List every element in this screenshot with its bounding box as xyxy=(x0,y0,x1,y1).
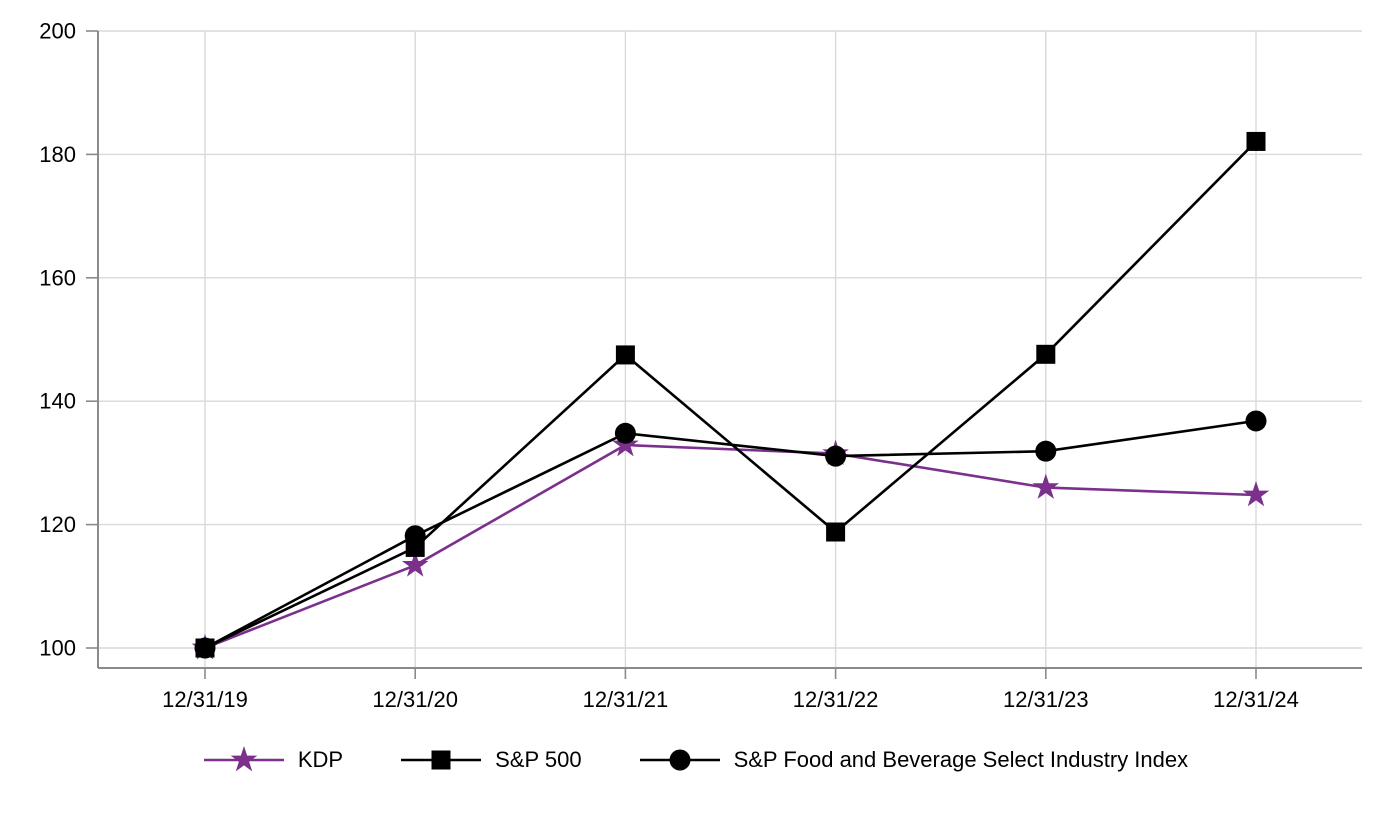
y-tick-label: 160 xyxy=(39,265,76,290)
marker-kdp-1 xyxy=(401,551,429,577)
legend-item-s-p-500: S&P 500 xyxy=(401,744,582,776)
legend: KDP S&P 500 S&P Food and Beverage Select I… xyxy=(0,744,1392,776)
legend-item-kdp: KDP xyxy=(203,744,344,776)
legend-square-icon xyxy=(401,750,482,770)
x-tick-label: 12/31/21 xyxy=(583,687,669,712)
legend-marker-s-p-food-and-beverage-select-industry-index xyxy=(669,749,691,771)
marker-s-p-food-and-beverage-select-industry-index-3 xyxy=(825,445,847,467)
x-tick-label: 12/31/22 xyxy=(793,687,879,712)
x-tick-label: 12/31/23 xyxy=(1003,687,1089,712)
marker-s-p-500-0 xyxy=(195,638,215,658)
legend-label: S&P 500 xyxy=(495,747,582,772)
x-tick-label: 12/31/24 xyxy=(1213,687,1299,712)
marker-s-p-500-2 xyxy=(615,345,635,365)
marker-s-p-500-3 xyxy=(826,522,846,542)
marker-s-p-500-5 xyxy=(1246,131,1266,151)
y-tick-label: 200 xyxy=(39,19,76,44)
series-line-s-p-500 xyxy=(204,140,1257,650)
marker-s-p-500-1 xyxy=(405,537,425,557)
series-kdp xyxy=(191,431,1270,660)
legend-label: KDP xyxy=(297,747,344,772)
marker-kdp-5 xyxy=(1242,480,1270,507)
series-s-p-food-and-beverage-select-industry-index xyxy=(194,410,1267,659)
y-tick-label: 140 xyxy=(39,389,76,414)
legend-label: S&P Food and Beverage Select Industry In… xyxy=(733,747,1189,772)
series-line-kdp xyxy=(204,443,1257,650)
y-tick-label: 180 xyxy=(39,142,76,167)
y-tick-label: 100 xyxy=(39,636,76,661)
x-tick-label: 12/31/20 xyxy=(372,687,458,712)
legend-marker-kdp xyxy=(230,746,258,772)
marker-s-p-food-and-beverage-select-industry-index-5 xyxy=(1245,410,1267,432)
series-line-s-p-food-and-beverage-select-industry-index xyxy=(204,419,1257,650)
marker-s-p-500-4 xyxy=(1036,344,1056,364)
marker-kdp-4 xyxy=(1032,473,1060,499)
y-tick-label: 120 xyxy=(39,512,76,537)
marker-s-p-food-and-beverage-select-industry-index-2 xyxy=(614,422,636,444)
series-s-p-500 xyxy=(195,131,1266,658)
x-tick-label: 12/31/19 xyxy=(162,687,248,712)
legend-item-s-p-food-and-beverage-select-industry-index: S&P Food and Beverage Select Industry In… xyxy=(639,744,1189,776)
plot-area: 100 120 140 160 180 200 12/31/19 12/31/20 12/31/… xyxy=(39,19,1362,712)
marker-s-p-food-and-beverage-select-industry-index-4 xyxy=(1035,440,1057,462)
legend-circle-icon xyxy=(639,749,720,771)
legend-marker-s-p-500 xyxy=(431,750,451,770)
legend-star-icon xyxy=(203,746,284,772)
